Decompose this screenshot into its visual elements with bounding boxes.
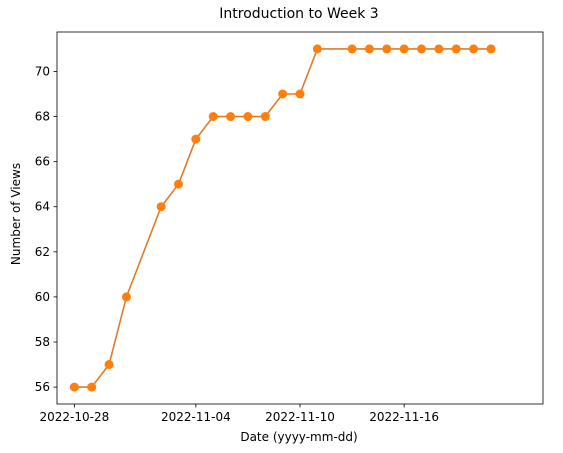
data-point bbox=[156, 202, 166, 212]
y-tick-label: 60 bbox=[35, 290, 50, 304]
y-tick-label: 64 bbox=[35, 200, 50, 214]
data-point bbox=[486, 44, 496, 54]
data-point bbox=[451, 44, 461, 54]
data-point bbox=[434, 44, 444, 54]
data-point bbox=[174, 179, 183, 189]
x-tick-label: 2022-11-10 bbox=[265, 410, 335, 424]
y-tick-label: 56 bbox=[35, 380, 50, 394]
data-point bbox=[469, 44, 479, 54]
y-tick-label: 70 bbox=[35, 64, 50, 78]
data-point bbox=[87, 382, 97, 392]
data-point bbox=[295, 89, 305, 99]
data-point bbox=[364, 44, 374, 54]
data-point bbox=[208, 112, 218, 122]
data-point bbox=[191, 134, 201, 144]
x-tick-label: 2022-11-04 bbox=[161, 410, 231, 424]
axes-frame bbox=[56, 31, 544, 405]
y-tick-label: 58 bbox=[35, 335, 50, 349]
data-point bbox=[226, 112, 236, 122]
series-line bbox=[74, 48, 491, 388]
data-point bbox=[104, 360, 114, 370]
data-point bbox=[260, 112, 270, 122]
data-point bbox=[69, 382, 79, 392]
data-point bbox=[382, 44, 392, 54]
data-point bbox=[312, 44, 322, 54]
y-axis-label: Number of Views bbox=[9, 163, 23, 265]
chart-title: Introduction to Week 3 bbox=[219, 6, 378, 22]
x-tick-label: 2022-10-28 bbox=[39, 410, 109, 424]
x-tick-label: 2022-11-16 bbox=[369, 410, 439, 424]
data-point bbox=[243, 112, 253, 122]
data-point bbox=[417, 44, 426, 54]
x-axis-label: Date (yyyy-mm-dd) bbox=[240, 430, 357, 444]
data-point bbox=[278, 89, 288, 99]
y-tick-label: 62 bbox=[35, 245, 50, 259]
data-point bbox=[347, 44, 357, 54]
plot-area: 56 58 60 62 64 66 68 70 2022-10-28 2022-11-04 2022… bbox=[35, 31, 544, 424]
data-point bbox=[399, 44, 409, 54]
data-point bbox=[121, 292, 131, 302]
y-tick-label: 68 bbox=[35, 110, 50, 124]
y-tick-label: 66 bbox=[35, 155, 50, 169]
